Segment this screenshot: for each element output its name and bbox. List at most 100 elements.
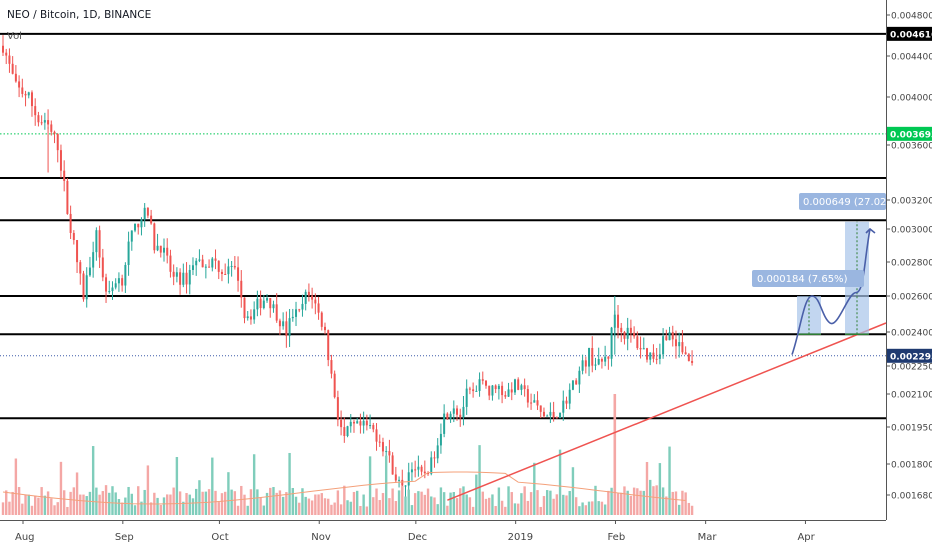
- candle-body: [5, 52, 8, 56]
- candle-body: [420, 466, 423, 472]
- volume-bar: [471, 506, 475, 515]
- volume-bar: [349, 501, 352, 515]
- candle-body: [201, 259, 204, 268]
- volume-bar: [597, 501, 600, 515]
- symbol-title: NEO / Bitcoin, 1D, BINANCE: [7, 9, 152, 21]
- volume-bar: [678, 504, 681, 515]
- candle-body: [391, 455, 394, 475]
- volume-bar: [43, 495, 47, 515]
- volume-bar: [407, 489, 410, 515]
- volume-bar: [607, 490, 610, 515]
- volume-bar: [278, 490, 282, 515]
- volume-bar: [504, 506, 507, 515]
- volume-bar: [690, 505, 694, 515]
- candle-body: [497, 385, 500, 390]
- candle-body: [642, 348, 645, 350]
- volume-bar: [562, 494, 565, 515]
- candle-body: [472, 389, 475, 392]
- volume-bar: [323, 498, 327, 515]
- volume-bar: [185, 493, 188, 515]
- volume-bar: [594, 485, 597, 515]
- volume-bar: [410, 505, 414, 515]
- candle-body: [597, 358, 600, 365]
- volume-bar: [204, 491, 208, 515]
- volume-bar: [687, 502, 691, 515]
- price-label: 0.003693: [890, 130, 932, 140]
- candle-body: [185, 272, 188, 285]
- candle-body: [668, 332, 671, 341]
- volume-bar: [246, 505, 249, 515]
- candle-body: [504, 395, 507, 397]
- volume-bar: [468, 497, 472, 515]
- price-tick-label: 0.003200: [891, 197, 932, 207]
- volume-bar: [623, 486, 626, 515]
- volume-bar: [578, 506, 581, 515]
- volume-bar: [243, 494, 246, 515]
- volume-bar: [85, 496, 88, 515]
- candle-body: [678, 342, 681, 347]
- price-tick-label: 0.002600: [891, 293, 932, 303]
- volume-bar: [674, 491, 678, 515]
- volume-bar: [417, 491, 420, 515]
- candle-body: [365, 420, 368, 426]
- price-label: 0.004616: [890, 30, 932, 40]
- candle-body: [285, 321, 288, 337]
- price-label-bg: [887, 126, 932, 141]
- candle-body: [488, 385, 491, 396]
- volume-bar: [11, 491, 14, 515]
- candle-body: [481, 379, 484, 381]
- candle-body: [317, 303, 320, 313]
- volume-bar: [391, 488, 394, 515]
- candle-body: [59, 150, 62, 171]
- candle-body: [591, 347, 594, 366]
- candle-body: [684, 352, 687, 355]
- candle-body: [565, 400, 568, 404]
- candle-body: [56, 134, 59, 151]
- candle-body: [324, 326, 326, 331]
- volume-bar: [565, 495, 568, 515]
- candle-body: [224, 273, 227, 275]
- candle-body: [101, 257, 104, 278]
- candle-body: [18, 81, 21, 88]
- price-tick-label: 0.002100: [891, 391, 932, 401]
- candle-body: [340, 419, 343, 428]
- candle-body: [507, 389, 510, 397]
- candle-body: [662, 336, 665, 355]
- volume-bar: [82, 494, 85, 515]
- candle-body: [240, 280, 243, 298]
- candle-body: [456, 408, 459, 415]
- volume-bar: [143, 489, 146, 515]
- volume-bar: [343, 485, 346, 515]
- volume-bar: [233, 491, 237, 515]
- candle-body: [475, 390, 478, 392]
- volume-bar: [510, 492, 513, 515]
- volume-bar: [549, 490, 552, 515]
- volume-bar: [111, 486, 114, 515]
- candle-body: [452, 408, 455, 414]
- candle-body: [330, 360, 333, 374]
- price-label-bg: [887, 348, 932, 363]
- candle-body: [568, 389, 571, 404]
- volume-bar: [430, 496, 433, 515]
- volume-bar: [285, 492, 288, 515]
- volume-bar: [336, 490, 340, 515]
- volume-bar: [542, 496, 546, 515]
- candle-body: [539, 405, 542, 412]
- candle-body: [691, 360, 694, 363]
- volume-bar: [169, 494, 172, 515]
- candle-body: [40, 122, 43, 124]
- volume-bar: [439, 487, 443, 515]
- candle-body: [92, 252, 95, 268]
- candle-body: [633, 332, 636, 337]
- candle-body: [655, 358, 658, 360]
- volume-bar: [24, 494, 27, 515]
- volume-bar: [352, 491, 356, 515]
- volume-bar: [452, 492, 455, 515]
- volume-bar: [195, 488, 198, 515]
- candle-body: [575, 380, 578, 385]
- volume-bar: [14, 458, 18, 515]
- candle-body: [266, 298, 269, 301]
- volume-bar: [478, 445, 481, 515]
